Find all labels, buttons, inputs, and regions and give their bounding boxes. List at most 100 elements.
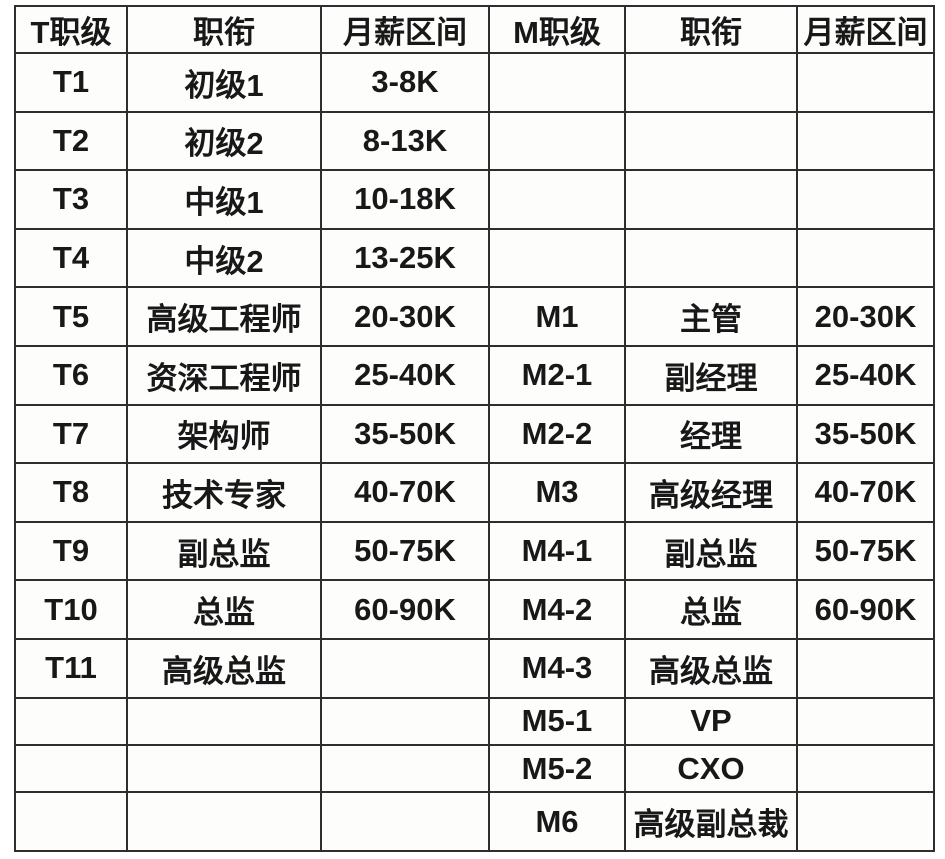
- cell-m-salary: [796, 110, 935, 172]
- cell-t-title: 架构师: [126, 403, 322, 465]
- cell-t-salary: 3-8K: [320, 52, 490, 113]
- cell-t-level: T11: [14, 637, 128, 699]
- cell-t-title: 高级工程师: [126, 286, 322, 347]
- cell-t-salary: [320, 743, 490, 794]
- table-row: T11 高级总监 M4-3 高级总监: [14, 637, 935, 699]
- table-row: T9 副总监 50-75K M4-1 副总监 50-75K: [14, 520, 935, 582]
- cell-m-salary: [796, 52, 935, 113]
- salary-level-table: T职级 职衔 月薪区间 M职级 职衔 月薪区间 T1 初级1 3-8K T2 初…: [14, 5, 935, 852]
- cell-m-level: M2-1: [488, 344, 626, 406]
- col-header-m-level: M职级: [488, 5, 626, 54]
- cell-t-salary: 25-40K: [320, 344, 490, 406]
- cell-m-title: 主管: [624, 286, 798, 347]
- cell-m-level: M3: [488, 462, 626, 523]
- cell-t-level: T7: [14, 403, 128, 465]
- cell-m-title: [624, 110, 798, 172]
- cell-t-salary: 8-13K: [320, 110, 490, 172]
- cell-m-title: CXO: [624, 743, 798, 794]
- cell-m-salary: [796, 637, 935, 699]
- cell-t-title: 资深工程师: [126, 344, 322, 406]
- salary-level-table-container: T职级 职衔 月薪区间 M职级 职衔 月薪区间 T1 初级1 3-8K T2 初…: [14, 5, 935, 852]
- cell-m-title: 副总监: [624, 520, 798, 582]
- cell-t-salary: 13-25K: [320, 227, 490, 289]
- table-row: T2 初级2 8-13K: [14, 110, 935, 172]
- cell-m-title: 高级副总裁: [624, 791, 798, 852]
- cell-t-level: T2: [14, 110, 128, 172]
- cell-t-title: [126, 696, 322, 746]
- cell-t-title: [126, 743, 322, 794]
- cell-t-salary: 40-70K: [320, 462, 490, 523]
- table-row: T1 初级1 3-8K: [14, 52, 935, 113]
- cell-t-title: 初级1: [126, 52, 322, 113]
- cell-t-title: 总监: [126, 579, 322, 640]
- cell-t-salary: 50-75K: [320, 520, 490, 582]
- cell-m-level: M4-1: [488, 520, 626, 582]
- cell-m-salary: 50-75K: [796, 520, 935, 582]
- cell-m-level: [488, 52, 626, 113]
- col-header-t-level: T职级: [14, 5, 128, 54]
- cell-t-title: 技术专家: [126, 462, 322, 523]
- table-row: T8 技术专家 40-70K M3 高级经理 40-70K: [14, 462, 935, 523]
- cell-m-level: [488, 169, 626, 230]
- cell-m-salary: [796, 169, 935, 230]
- table-row: T6 资深工程师 25-40K M2-1 副经理 25-40K: [14, 344, 935, 406]
- table-row: T5 高级工程师 20-30K M1 主管 20-30K: [14, 286, 935, 347]
- cell-m-salary: 20-30K: [796, 286, 935, 347]
- header-row: T职级 职衔 月薪区间 M职级 职衔 月薪区间: [14, 5, 935, 54]
- table-row: M5-1 VP: [14, 696, 935, 746]
- col-header-m-salary: 月薪区间: [796, 5, 935, 54]
- cell-t-salary: 35-50K: [320, 403, 490, 465]
- table-row: T7 架构师 35-50K M2-2 经理 35-50K: [14, 403, 935, 465]
- cell-t-title: 中级2: [126, 227, 322, 289]
- cell-m-salary: 40-70K: [796, 462, 935, 523]
- cell-t-level: T9: [14, 520, 128, 582]
- table-row: M6 高级副总裁: [14, 791, 935, 852]
- cell-t-level: [14, 743, 128, 794]
- cell-t-salary: 20-30K: [320, 286, 490, 347]
- cell-m-title: VP: [624, 696, 798, 746]
- cell-m-salary: [796, 696, 935, 746]
- cell-m-salary: [796, 791, 935, 852]
- cell-m-title: 高级经理: [624, 462, 798, 523]
- cell-t-level: [14, 696, 128, 746]
- col-header-m-title: 职衔: [624, 5, 798, 54]
- cell-t-salary: [320, 696, 490, 746]
- cell-m-level: M4-2: [488, 579, 626, 640]
- cell-m-title: [624, 52, 798, 113]
- cell-m-title: [624, 227, 798, 289]
- cell-m-title: 总监: [624, 579, 798, 640]
- col-header-t-salary: 月薪区间: [320, 5, 490, 54]
- cell-m-level: M4-3: [488, 637, 626, 699]
- cell-m-level: M5-1: [488, 696, 626, 746]
- cell-m-level: M1: [488, 286, 626, 347]
- cell-t-level: T3: [14, 169, 128, 230]
- table-row: T4 中级2 13-25K: [14, 227, 935, 289]
- cell-m-title: [624, 169, 798, 230]
- cell-t-level: T4: [14, 227, 128, 289]
- table-row: T10 总监 60-90K M4-2 总监 60-90K: [14, 579, 935, 640]
- cell-t-salary: [320, 637, 490, 699]
- cell-t-title: 副总监: [126, 520, 322, 582]
- cell-t-level: T6: [14, 344, 128, 406]
- cell-t-title: 初级2: [126, 110, 322, 172]
- cell-t-title: 中级1: [126, 169, 322, 230]
- cell-t-salary: 10-18K: [320, 169, 490, 230]
- cell-m-title: 高级总监: [624, 637, 798, 699]
- table-row: M5-2 CXO: [14, 743, 935, 794]
- cell-m-level: M5-2: [488, 743, 626, 794]
- cell-m-level: M2-2: [488, 403, 626, 465]
- cell-m-level: [488, 110, 626, 172]
- cell-t-level: T8: [14, 462, 128, 523]
- table-row: T3 中级1 10-18K: [14, 169, 935, 230]
- cell-t-salary: 60-90K: [320, 579, 490, 640]
- col-header-t-title: 职衔: [126, 5, 322, 54]
- cell-t-level: T5: [14, 286, 128, 347]
- cell-t-level: [14, 791, 128, 852]
- cell-t-title: 高级总监: [126, 637, 322, 699]
- cell-t-title: [126, 791, 322, 852]
- cell-m-level: [488, 227, 626, 289]
- cell-m-title: 经理: [624, 403, 798, 465]
- cell-m-salary: [796, 227, 935, 289]
- cell-m-level: M6: [488, 791, 626, 852]
- cell-t-level: T1: [14, 52, 128, 113]
